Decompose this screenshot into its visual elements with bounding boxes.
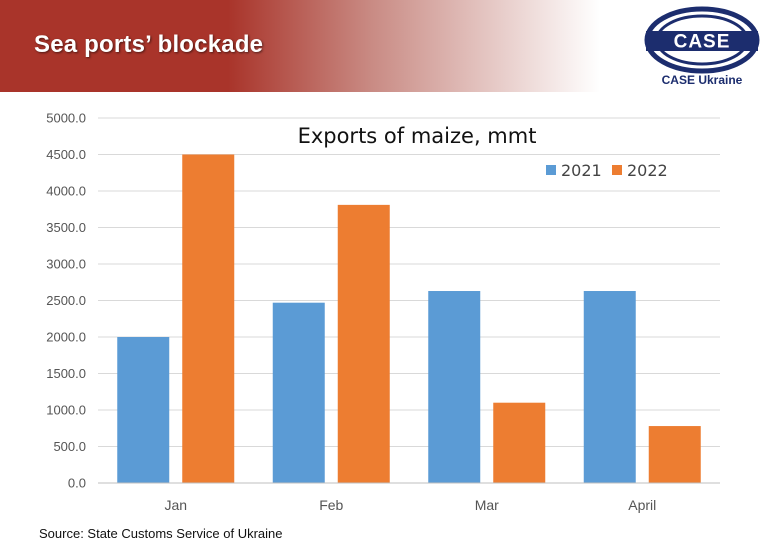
- header-banner: [0, 0, 600, 92]
- y-tick-label: 0.0: [68, 476, 86, 491]
- bar-2022-april: [648, 426, 701, 483]
- source-note: Source: State Customs Service of Ukraine: [39, 526, 283, 541]
- y-tick-label: 1500.0: [46, 366, 86, 381]
- bar-2022-jan: [182, 154, 235, 483]
- bars: [117, 154, 701, 483]
- legend-label-2022: 2022: [627, 161, 668, 180]
- bar-2022-feb: [337, 204, 390, 483]
- x-tick-label: Mar: [475, 497, 499, 513]
- bar-2021-april: [583, 291, 636, 483]
- y-tick-label: 1000.0: [46, 403, 86, 418]
- axes: 0.0 500.0 1000.0 1500.0 2000.0 2500.0 3000.0 35…: [46, 111, 720, 513]
- y-tick-label: 2500.0: [46, 293, 86, 308]
- bar-2021-feb: [272, 302, 325, 483]
- x-tick-label: April: [628, 497, 656, 513]
- logo-text: CASE: [674, 32, 731, 53]
- bar-2022-mar: [493, 402, 546, 483]
- y-tick-label: 500.0: [53, 439, 86, 454]
- page-title: Sea ports’ blockade: [34, 31, 264, 58]
- legend-label-2021: 2021: [561, 161, 602, 180]
- maize-exports-chart: 0.0 500.0 1000.0 1500.0 2000.0 2500.0 3000.0 35…: [46, 111, 720, 513]
- y-tick-label: 2000.0: [46, 330, 86, 345]
- bar-2021-mar: [428, 291, 481, 483]
- y-tick-label: 3000.0: [46, 257, 86, 272]
- legend: 2021 2022: [546, 161, 668, 180]
- bar-2021-jan: [117, 337, 170, 483]
- case-logo: CASE: [644, 6, 760, 74]
- y-tick-label: 5000.0: [46, 111, 86, 126]
- x-tick-label: Feb: [319, 497, 343, 513]
- y-tick-label: 4500.0: [46, 147, 86, 162]
- legend-swatch-2022: [612, 165, 622, 175]
- chart-title: Exports of maize, mmt: [298, 124, 537, 148]
- y-tick-label: 3500.0: [46, 220, 86, 235]
- x-tick-label: Jan: [164, 497, 187, 513]
- y-tick-label: 4000.0: [46, 184, 86, 199]
- legend-swatch-2021: [546, 165, 556, 175]
- logo-caption: CASE Ukraine: [661, 73, 743, 87]
